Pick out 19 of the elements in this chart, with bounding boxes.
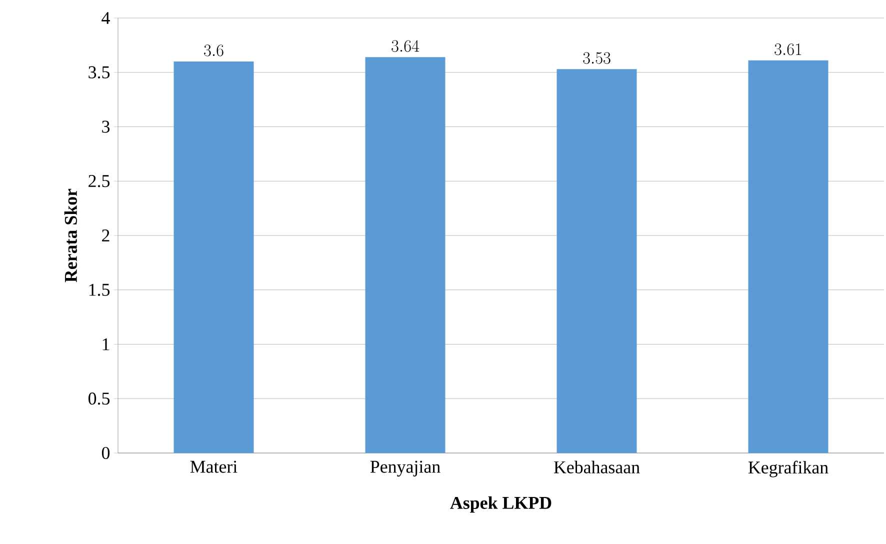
y-tick-label: 1 — [102, 338, 110, 350]
x-tick-label: Kebahasaan — [554, 460, 640, 474]
y-tick-label: 2 — [102, 230, 110, 242]
data-label: 3.6 — [204, 44, 224, 56]
data-label: 3.53 — [583, 52, 610, 64]
x-tick-label: Penyajian — [370, 460, 440, 477]
y-tick-label: 2.5 — [88, 175, 110, 188]
y-tick-label: 0 — [102, 446, 110, 460]
y-tick-label: 0.5 — [88, 392, 110, 405]
x-axis-title: Aspek LKPD — [450, 496, 552, 513]
data-label: 3.64 — [392, 40, 420, 52]
data-label: 3.61 — [774, 44, 802, 56]
y-tick-label: 1.5 — [89, 284, 110, 296]
y-tick-label: 3 — [102, 120, 110, 133]
x-tick-label: Kegrafikan — [748, 460, 828, 478]
y-axis-title: Rerata Skor — [64, 188, 77, 282]
x-tick-label: Materi — [190, 460, 238, 473]
y-tick-label: 4 — [102, 12, 110, 24]
y-tick-label: 3.5 — [88, 66, 110, 78]
